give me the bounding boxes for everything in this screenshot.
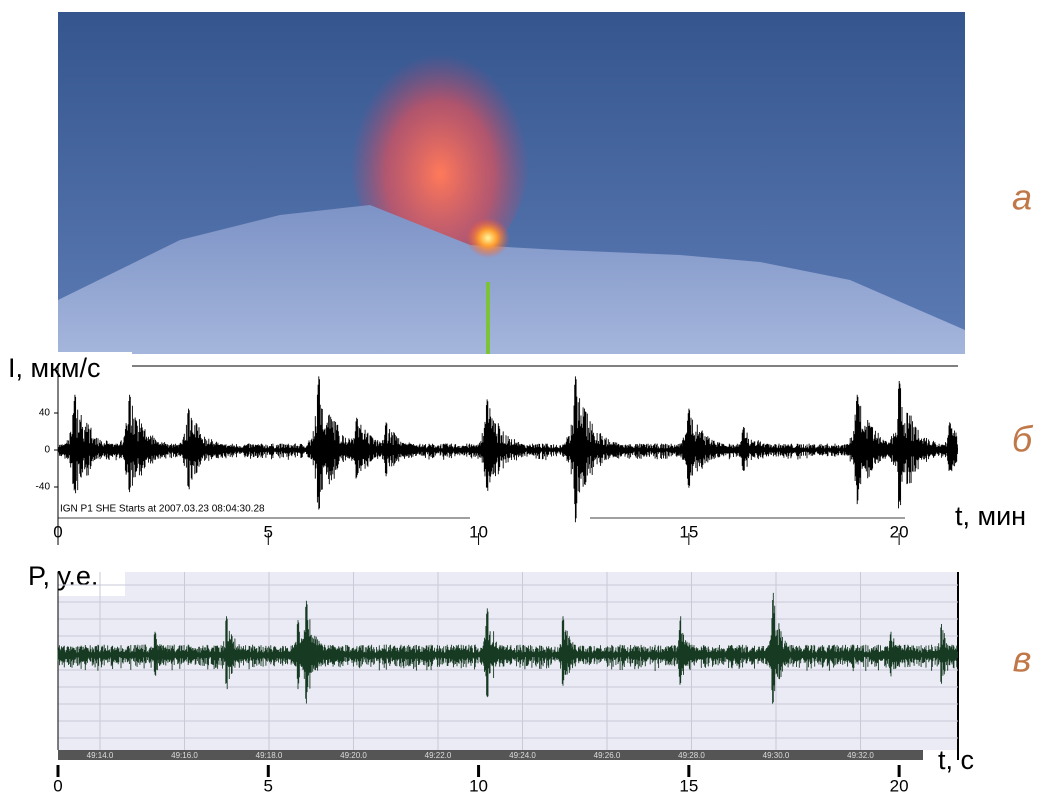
x-label: t, с (938, 745, 974, 775)
burst (931, 624, 959, 684)
y-tick-label: 0 (44, 445, 50, 456)
burst (171, 408, 289, 490)
time-label: 49:20.0 (340, 751, 367, 760)
burst (727, 427, 844, 471)
x-tick-label: 5 (264, 522, 273, 541)
time-label: 49:28.0 (678, 751, 705, 760)
y-tick-label: 40 (39, 408, 51, 419)
x-tick-label: 15 (679, 522, 698, 541)
x-tick-label: 15 (679, 776, 698, 795)
y-label: I, мкм/с (8, 353, 100, 383)
x-tick-label: 5 (264, 776, 273, 795)
panel-letter: в (1013, 639, 1032, 680)
volcano-photo (58, 12, 965, 354)
x-tick-label: 20 (890, 522, 909, 541)
time-bar (58, 750, 923, 760)
time-label: 49:14.0 (87, 751, 114, 760)
panel-letter: б (1012, 419, 1034, 460)
station-label: IGN P1 SHE Starts at 2007.03.23 08:04:30… (60, 504, 265, 515)
x-tick-label: 0 (53, 776, 62, 795)
burst (216, 616, 282, 690)
burst (145, 631, 210, 676)
burst (763, 592, 829, 704)
burst (671, 616, 736, 685)
time-label: 49:22.0 (425, 751, 452, 760)
x-tick-label: 20 (890, 776, 909, 795)
burst (933, 422, 958, 472)
y-tick-label: -40 (36, 482, 51, 493)
x-label: t, мин (955, 501, 1026, 531)
time-label: 49:24.0 (509, 751, 536, 760)
time-label: 49:26.0 (594, 751, 621, 760)
time-label: 49:30.0 (763, 751, 790, 760)
panel-letter: а (1012, 177, 1032, 218)
burst (477, 608, 543, 698)
burst (553, 616, 619, 686)
burst (558, 376, 676, 523)
time-label: 49:18.0 (256, 751, 283, 760)
burst (296, 600, 362, 704)
time-label: 49:32.0 (847, 751, 874, 760)
y-label: P, у.е. (28, 561, 98, 591)
x-tick-label: 10 (469, 776, 488, 795)
time-label: 49:16.0 (171, 751, 198, 760)
x-tick-label: 10 (469, 522, 488, 541)
